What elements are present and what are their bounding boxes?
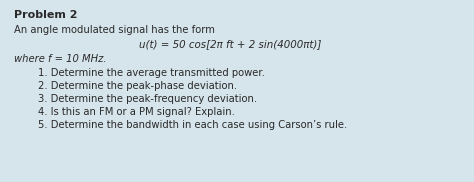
Text: 4. Is this an FM or a PM signal? Explain.: 4. Is this an FM or a PM signal? Explain… (38, 107, 235, 117)
Text: An angle modulated signal has the form: An angle modulated signal has the form (14, 25, 215, 35)
Text: 1. Determine the average transmitted power.: 1. Determine the average transmitted pow… (38, 68, 265, 78)
Text: 2. Determine the peak-phase deviation.: 2. Determine the peak-phase deviation. (38, 81, 237, 91)
Text: u(t) = 50 cos[2π f⁣t + 2 sin(4000πt)]: u(t) = 50 cos[2π f⁣t + 2 sin(4000πt)] (139, 39, 321, 49)
Text: 5. Determine the bandwidth in each case using Carson’s rule.: 5. Determine the bandwidth in each case … (38, 120, 347, 130)
Text: Problem 2: Problem 2 (14, 10, 78, 20)
Text: where f⁣ = 10 MHz.: where f⁣ = 10 MHz. (14, 54, 107, 64)
Text: 3. Determine the peak-frequency deviation.: 3. Determine the peak-frequency deviatio… (38, 94, 257, 104)
